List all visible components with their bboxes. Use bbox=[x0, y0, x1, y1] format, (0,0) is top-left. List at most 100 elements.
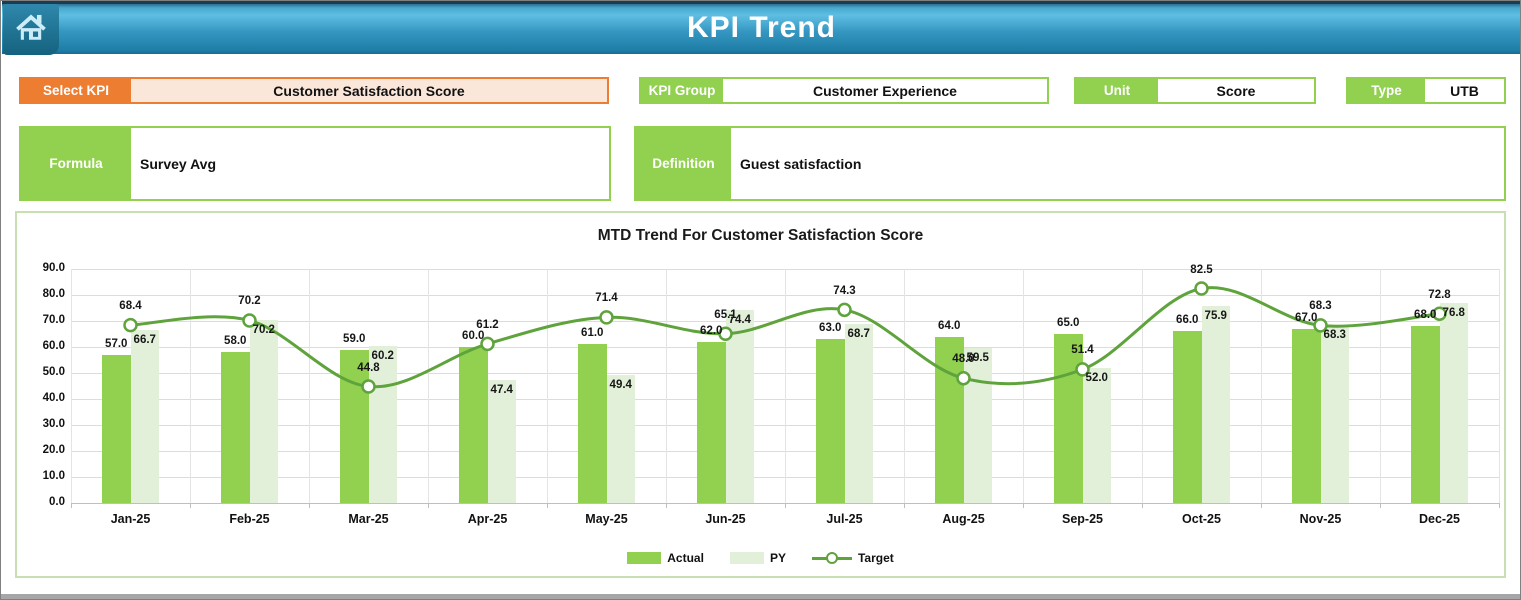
gridline bbox=[904, 269, 905, 503]
kpi-group-label: KPI Group bbox=[641, 79, 723, 102]
bar-py bbox=[1320, 325, 1349, 503]
select-kpi-label: Select KPI bbox=[21, 79, 131, 102]
x-axis-category-label: Dec-25 bbox=[1419, 512, 1460, 526]
actual-swatch bbox=[627, 552, 662, 564]
bar-actual bbox=[459, 347, 488, 503]
target-data-label: 51.4 bbox=[1071, 344, 1094, 357]
bar-actual bbox=[816, 339, 845, 503]
target-data-label: 68.3 bbox=[1309, 300, 1332, 313]
chart-title: MTD Trend For Customer Satisfaction Scor… bbox=[597, 227, 924, 244]
bar-actual bbox=[1411, 326, 1440, 503]
bar-py bbox=[725, 309, 754, 503]
actual-data-label: 57.0 bbox=[105, 337, 128, 350]
target-marker bbox=[1194, 281, 1209, 296]
formula-label: Formula bbox=[21, 128, 131, 199]
y-axis-tick-label: 50.0 bbox=[42, 366, 65, 378]
x-axis-category-label: Nov-25 bbox=[1299, 512, 1342, 526]
y-axis-tick-label: 40.0 bbox=[42, 392, 65, 404]
kpi-group-widget: KPI Group Customer Experience bbox=[639, 77, 1049, 104]
actual-data-label: 64.0 bbox=[938, 319, 961, 332]
y-axis-tick-label: 20.0 bbox=[42, 444, 65, 456]
home-button[interactable] bbox=[3, 4, 59, 55]
legend-target-label: Target bbox=[857, 551, 894, 565]
target-data-label: 68.4 bbox=[119, 300, 142, 313]
target-data-label: 82.5 bbox=[1190, 263, 1213, 276]
unit-widget: Unit Score bbox=[1074, 77, 1316, 104]
py-data-label: 47.4 bbox=[490, 383, 513, 396]
gridline bbox=[190, 269, 191, 503]
select-kpi-dropdown[interactable]: Customer Satisfaction Score bbox=[131, 79, 607, 102]
bar-actual bbox=[1292, 328, 1321, 503]
py-data-label: 76.8 bbox=[1442, 307, 1465, 320]
actual-data-label: 58.0 bbox=[224, 335, 247, 348]
definition-widget: Definition Guest satisfaction bbox=[634, 126, 1506, 201]
definition-value: Guest satisfaction bbox=[731, 128, 1504, 199]
x-axis-category-label: Oct-25 bbox=[1182, 512, 1221, 526]
target-data-label: 71.4 bbox=[595, 292, 618, 305]
bar-actual bbox=[697, 341, 726, 503]
legend-py-label: PY bbox=[769, 551, 786, 565]
target-data-label: 48.0 bbox=[952, 353, 975, 366]
gridline bbox=[666, 269, 667, 503]
bar-actual bbox=[221, 352, 250, 503]
x-axis-category-label: Sep-25 bbox=[1062, 512, 1103, 526]
kpi-group-value: Customer Experience bbox=[723, 79, 1047, 102]
target-line-swatch bbox=[811, 551, 852, 565]
x-axis-tick bbox=[71, 503, 72, 508]
x-axis-tick bbox=[785, 503, 786, 508]
x-axis-category-label: Aug-25 bbox=[942, 512, 985, 526]
x-axis-tick bbox=[1142, 503, 1143, 508]
actual-data-label: 60.0 bbox=[462, 330, 485, 342]
actual-data-label: 63.0 bbox=[819, 322, 842, 335]
gridline bbox=[1499, 269, 1500, 503]
x-axis-tick bbox=[1261, 503, 1262, 508]
bar-py bbox=[606, 374, 635, 503]
legend-item-py: PY bbox=[729, 551, 786, 565]
x-axis-tick bbox=[666, 503, 667, 508]
unit-value: Score bbox=[1158, 79, 1314, 102]
actual-data-label: 62.0 bbox=[700, 324, 723, 337]
py-data-label: 49.4 bbox=[609, 378, 632, 391]
type-widget: Type UTB bbox=[1346, 77, 1506, 104]
home-icon bbox=[14, 10, 48, 49]
x-axis-tick bbox=[428, 503, 429, 508]
gridline bbox=[428, 269, 429, 503]
py-data-label: 52.0 bbox=[1085, 371, 1108, 384]
gridline bbox=[309, 269, 310, 503]
actual-data-label: 59.0 bbox=[343, 332, 366, 345]
y-axis-tick-label: 60.0 bbox=[42, 340, 65, 352]
bar-py bbox=[1439, 303, 1468, 503]
bar-py bbox=[249, 320, 278, 503]
formula-widget: Formula Survey Avg bbox=[19, 126, 611, 201]
gridline bbox=[71, 269, 72, 503]
py-swatch bbox=[729, 552, 764, 564]
y-axis-tick-label: 0.0 bbox=[49, 496, 65, 508]
target-data-label: 44.8 bbox=[357, 361, 380, 374]
y-axis-tick-label: 90.0 bbox=[42, 262, 65, 274]
unit-label: Unit bbox=[1076, 79, 1158, 102]
x-axis-category-label: Apr-25 bbox=[467, 512, 508, 526]
y-axis-tick-label: 30.0 bbox=[42, 418, 65, 430]
type-label: Type bbox=[1348, 79, 1425, 102]
x-axis-tick bbox=[1380, 503, 1381, 508]
legend-item-actual: Actual bbox=[627, 551, 704, 565]
actual-data-label: 61.0 bbox=[581, 327, 604, 340]
legend-item-target: Target bbox=[811, 551, 894, 565]
x-axis-category-label: Jan-25 bbox=[110, 512, 151, 526]
x-axis-tick bbox=[904, 503, 905, 508]
y-axis-tick-label: 10.0 bbox=[42, 470, 65, 482]
page-title: KPI Trend bbox=[686, 11, 837, 44]
py-data-label: 60.2 bbox=[371, 350, 394, 363]
x-axis-category-label: Jun-25 bbox=[705, 512, 746, 526]
x-axis-tick bbox=[1499, 503, 1500, 508]
chart-legend: Actual PY Target bbox=[17, 551, 1504, 565]
x-axis-category-label: Feb-25 bbox=[229, 512, 270, 526]
x-axis-tick bbox=[309, 503, 310, 508]
py-data-label: 66.7 bbox=[133, 333, 156, 346]
actual-data-label: 65.0 bbox=[1057, 317, 1080, 329]
y-axis-tick-label: 80.0 bbox=[42, 288, 65, 300]
py-data-label: 68.7 bbox=[847, 328, 870, 341]
type-value: UTB bbox=[1425, 79, 1504, 102]
x-axis-line bbox=[71, 503, 1499, 504]
